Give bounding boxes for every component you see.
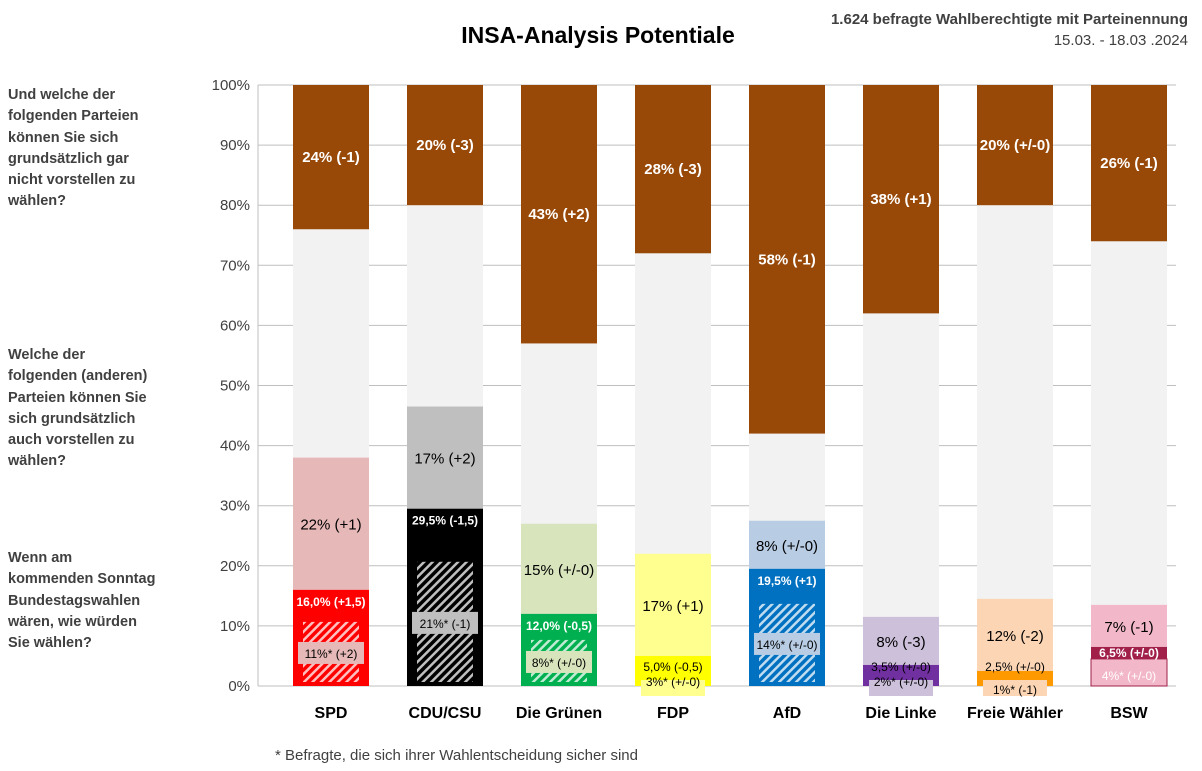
vote-label: 29,5% (-1,5) [412,514,478,528]
never-segment [635,85,711,254]
potential-segment [635,553,711,656]
y-tick-label: 100% [212,77,250,94]
x-tick-label: SPD [315,705,348,722]
y-tick-label: 60% [220,317,250,334]
sure-label-box [1090,658,1168,687]
sure-label-box [983,680,1047,696]
y-tick-label: 0% [228,678,250,695]
sure-label-box [412,611,478,634]
sure-label-box [754,632,820,655]
x-tick-label: Die Linke [865,705,936,722]
sure-label: 1%* (-1) [993,683,1037,697]
never-segment [407,85,483,206]
never-segment [977,85,1053,206]
sure-label: 4%* (+/-0) [1102,669,1156,683]
never-label: 26% (-1) [1100,155,1158,172]
potential-label: 22% (+1) [300,517,361,534]
potential-label: 15% (+/-0) [524,562,594,579]
chart-title: INSA-Analysis Potentiale [461,22,735,48]
y-tick-label: 90% [220,137,250,154]
sure-label: 3%* (+/-0) [646,675,700,689]
never-segment [749,85,825,434]
potential-segment [749,520,825,569]
y-tick-label: 40% [220,438,250,455]
never-label: 20% (+/-0) [980,137,1050,154]
chart-subtitle: 1.624 befragte Wahlberechtigte mit Parte… [831,11,1188,28]
never-segment [293,85,369,230]
footnote: * Befragte, die sich ihrer Wahlentscheid… [275,747,638,764]
bar-group-5: 38% (+1) 8% (-3) 3,5% (+/-0)2%* (+/-0) Die … [863,85,939,722]
row-label-never: Und welche der folgenden Parteien können… [8,87,139,210]
sure-label: 2%* (+/-0) [874,675,928,689]
x-tick-label: Freie Wähler [967,705,1063,722]
y-tick-label: 10% [220,618,250,635]
x-tick-label: AfD [773,705,801,722]
potential-label: 17% (+1) [642,598,703,615]
bar-group-4: 58% (-1) 8% (+/-0) 19,5% (+1) 14%* (+/-0) Af… [749,85,825,722]
bar-group-7: 26% (-1) 7% (-1) 6,5% (+/-0) 4%* (+/-0) BSW [1090,85,1168,722]
potential-label: 12% (-2) [986,628,1044,645]
potential-segment [407,406,483,509]
never-label: 20% (-3) [416,137,474,154]
vote-label: 5,0% (-0,5) [643,660,702,674]
sure-label: 14%* (+/-0) [756,638,817,652]
vote-label: 12,0% (-0,5) [526,619,592,633]
vote-label: 6,5% (+/-0) [1099,646,1159,660]
y-tick-label: 80% [220,197,250,214]
sure-label-box [641,680,705,696]
x-tick-label: BSW [1110,705,1148,722]
potential-label: 8% (-3) [876,634,925,651]
y-tick-label: 30% [220,498,250,515]
bar-group-6: 20% (+/-0) 12% (-2) 2,5% (+/-0) 1%* (-1) Fre… [967,85,1063,722]
never-label: 24% (-1) [302,149,360,166]
potential-segment [521,523,597,614]
never-label: 28% (-3) [644,161,702,178]
sure-label: 8%* (+/-0) [532,656,586,670]
potential-segment [293,457,369,590]
vote-label: 16,0% (+1,5) [296,595,365,609]
sure-label-box [526,650,592,673]
x-tick-label: CDU/CSU [409,705,482,722]
potential-label: 8% (+/-0) [756,538,818,555]
sure-label: 11%* (+2) [305,647,358,661]
never-segment [521,85,597,344]
sure-label-box [869,680,933,696]
y-tick-label: 20% [220,558,250,575]
potential-segment [977,598,1053,671]
potential-label: 7% (-1) [1104,619,1153,636]
x-tick-label: Die Grünen [516,705,602,722]
y-tick-label: 70% [220,257,250,274]
y-tick-label: 50% [220,378,250,395]
bar-group-2: 43% (+2) 15% (+/-0) 12,0% (-0,5) 8%* (+/-0)… [516,85,602,722]
sure-label: 21%* (-1) [420,617,471,631]
row-label-potential: Welche der folgenden (anderen) Parteien … [8,347,148,470]
chart-date: 15.03. - 18.03 .2024 [1054,32,1188,49]
potential-segment [1091,604,1167,647]
never-segment [863,85,939,314]
never-label: 43% (+2) [528,206,589,223]
potential-segment [863,616,939,665]
vote-label: 3,5% (+/-0) [871,660,931,674]
vote-label: 19,5% (+1) [757,574,816,588]
bar-group-0: 24% (-1) 22% (+1) 16,0% (+1,5) 11%* (+2) SPD [293,85,369,722]
bar-group-3: 28% (-3) 17% (+1) 5,0% (-0,5)3%* (+/-0) FDP [635,85,711,722]
x-tick-label: FDP [657,705,689,722]
vote-label: 2,5% (+/-0) [985,660,1045,674]
never-label: 38% (+1) [870,191,931,208]
never-segment [1091,85,1167,242]
potential-label: 17% (+2) [414,451,475,468]
row-label-vote: Wenn am kommenden Sonntag Bundestagswahl… [8,550,156,652]
never-label: 58% (-1) [758,251,816,268]
bar-group-1: 20% (-3) 17% (+2) 29,5% (-1,5) 21%* (-1) CDU… [407,85,483,722]
sure-label-box [298,641,364,664]
